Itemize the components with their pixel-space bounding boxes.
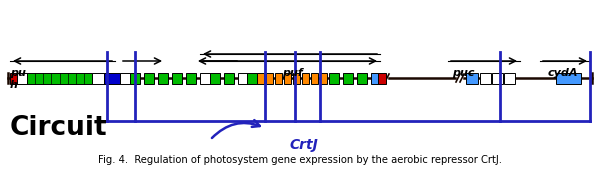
Bar	[210, 72, 220, 84]
Bar	[275, 72, 282, 84]
Bar	[158, 72, 168, 84]
Bar	[284, 72, 291, 84]
Text: cydA: cydA	[548, 69, 578, 79]
Bar	[104, 72, 120, 84]
Bar	[172, 72, 182, 84]
Bar	[92, 72, 104, 84]
Text: CrtJ: CrtJ	[290, 138, 319, 152]
Bar	[27, 72, 92, 84]
Bar	[186, 72, 196, 84]
Bar	[238, 72, 247, 84]
Text: puf: puf	[282, 69, 303, 79]
Bar	[293, 72, 300, 84]
Bar	[266, 72, 273, 84]
Bar	[371, 72, 378, 84]
Bar	[357, 72, 367, 84]
Bar	[329, 72, 339, 84]
Bar	[504, 72, 515, 84]
Bar	[466, 72, 478, 84]
Bar	[556, 72, 581, 84]
Bar	[200, 72, 210, 84]
Text: puc: puc	[452, 69, 475, 79]
Bar	[130, 72, 140, 84]
Bar	[492, 72, 503, 84]
Bar	[224, 72, 234, 84]
Text: Circuit: Circuit	[10, 115, 107, 141]
Bar	[144, 72, 154, 84]
Bar	[120, 72, 130, 84]
Text: pu
h: pu h	[10, 69, 26, 90]
Bar	[378, 72, 386, 84]
Bar	[17, 72, 27, 84]
Bar	[343, 72, 353, 84]
Bar	[311, 72, 318, 84]
Bar	[480, 72, 491, 84]
Text: Fig. 4.  Regulation of photosystem gene expression by the aerobic repressor CrtJ: Fig. 4. Regulation of photosystem gene e…	[98, 155, 502, 165]
Bar	[247, 72, 257, 84]
Bar	[257, 72, 264, 84]
Bar	[320, 72, 327, 84]
Bar	[302, 72, 309, 84]
Bar	[10, 72, 17, 84]
